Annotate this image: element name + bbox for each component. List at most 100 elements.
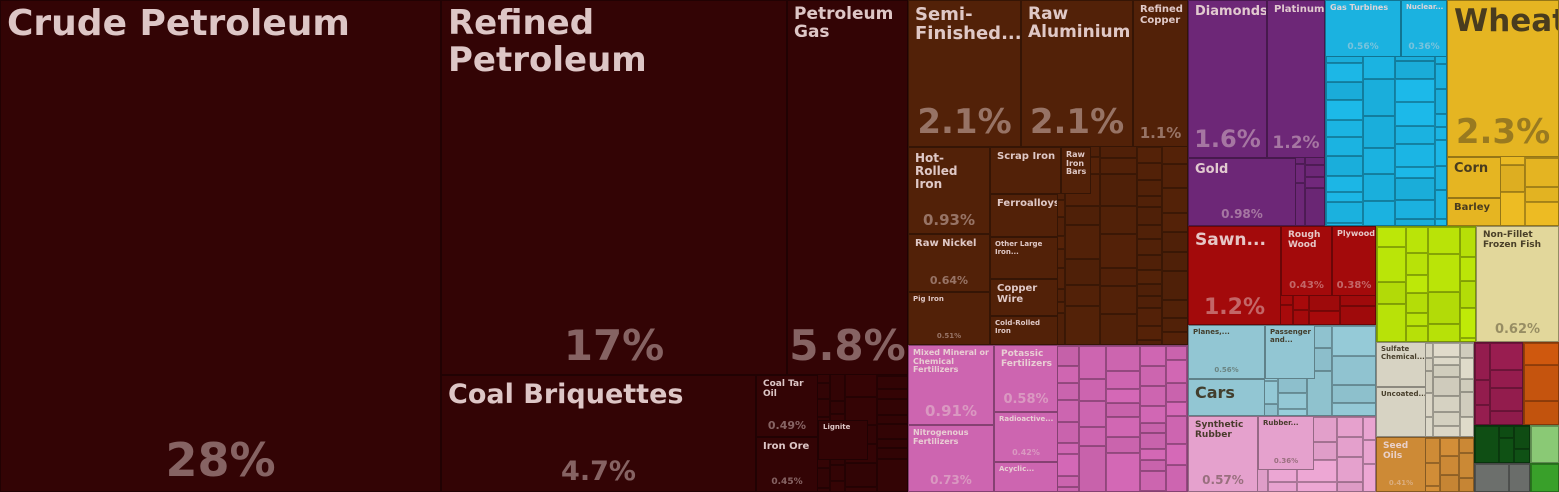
minor-item-block: [877, 424, 907, 439]
tile-value: 0.58%: [1003, 392, 1049, 407]
tile-corn[interactable]: Corn: [1447, 157, 1501, 198]
tile-label: Rough Wood: [1288, 230, 1321, 250]
tile-gas-turbines[interactable]: Gas Turbines 0.56%: [1325, 0, 1401, 57]
minor-item-block: [1162, 188, 1187, 213]
minor-item-block: [1137, 296, 1162, 308]
tile-coal-tar-oil[interactable]: Coal Tar Oil 0.49%: [756, 375, 818, 437]
tile-radioactive[interactable]: Radioactive... 0.42%: [994, 412, 1058, 462]
tile-nuclear[interactable]: Nuclear... 0.36%: [1401, 0, 1447, 57]
tile-non-fillet-frozen-fish[interactable]: Non-Fillet Frozen Fish 0.62%: [1476, 226, 1559, 342]
minor-item-block: [1524, 343, 1558, 365]
minor-item-block: [877, 448, 907, 459]
tile-value: 0.41%: [1388, 479, 1414, 487]
tile-iron-ore[interactable]: Iron Ore 0.45%: [756, 437, 818, 492]
tile-cold-rolled-iron[interactable]: Cold-Rolled Iron: [990, 316, 1058, 345]
tile-refined-copper[interactable]: Refined Copper 1.1%: [1133, 0, 1188, 147]
tile-sulfate-chemical[interactable]: Sulfate Chemical...: [1376, 342, 1426, 387]
minor-item-block: [1377, 304, 1406, 341]
minor-item-block: [1137, 196, 1162, 207]
tile-passenger-and[interactable]: Passenger and...: [1265, 325, 1315, 379]
tile-label: Lignite: [823, 423, 851, 431]
minor-item-block: [1305, 188, 1324, 225]
tile-seed-oils[interactable]: Seed Oils 0.41%: [1376, 437, 1426, 492]
tile-petroleum-gas[interactable]: Petroleum Gas 5.8%: [787, 0, 908, 375]
minor-item-block: [1100, 314, 1137, 344]
tile-pig-iron[interactable]: Pig Iron 0.51%: [908, 292, 990, 345]
minor-item-block: [1106, 453, 1140, 491]
tile-raw-nickel[interactable]: Raw Nickel 0.64%: [908, 234, 990, 292]
minor-item-block: [1100, 206, 1137, 234]
tile-value: 0.91%: [924, 402, 978, 420]
tile-value: 0.49%: [767, 419, 807, 432]
minor-item-block: [1363, 55, 1395, 79]
tile-synthetic-rubber[interactable]: Synthetic Rubber 0.57%: [1188, 416, 1258, 492]
minor-item-block: [1140, 366, 1166, 386]
tile-raw-aluminium[interactable]: Raw Aluminium 2.1%: [1021, 0, 1133, 147]
tile-rough-wood[interactable]: Rough Wood 0.43%: [1281, 226, 1332, 296]
minor-item-block: [1435, 190, 1446, 219]
minor-item-block: [1490, 411, 1522, 424]
minor-item-block: [1524, 401, 1558, 424]
tile-ferroalloys[interactable]: Ferroalloys: [990, 194, 1058, 237]
minor-item-block: [1065, 225, 1100, 259]
tile-label: Other Large Iron...: [995, 240, 1043, 256]
tile-label: Hot-Rolled Iron: [915, 151, 958, 191]
minor-item-block: [1395, 178, 1435, 200]
minor-item-block: [1459, 438, 1473, 453]
tile-wheat[interactable]: Wheat 2.3%: [1447, 0, 1559, 157]
tile-rubber[interactable]: Rubber... 0.36%: [1258, 416, 1314, 470]
tile-acyclic[interactable]: Acyclic...: [994, 462, 1058, 492]
minor-item-block: [1440, 475, 1459, 491]
tile-other-large-iron[interactable]: Other Large Iron...: [990, 237, 1058, 279]
minor-item-block: [1305, 165, 1324, 177]
tile-label: Uncoated...: [1381, 390, 1426, 398]
minor-item-block: [1433, 426, 1460, 436]
tile-mixed-mineral-or-chemical-fertilizers[interactable]: Mixed Mineral or Chemical Fertilizers 0.9…: [908, 345, 994, 425]
tile-label: Crude Petroleum: [7, 3, 350, 44]
minor-item-block: [1460, 358, 1473, 379]
minor-item-block: [1433, 377, 1460, 396]
minor-item-block: [1326, 120, 1363, 137]
tile-semi-finished[interactable]: Semi-Finished... 2.1%: [908, 0, 1021, 147]
tile-cars[interactable]: Cars: [1188, 379, 1265, 416]
tile-label: Coal Briquettes: [448, 379, 684, 410]
tile-coal-briquettes[interactable]: Coal Briquettes 4.7%: [441, 375, 756, 492]
tile-value: 0.64%: [929, 274, 969, 287]
tile-label: Diamonds: [1195, 4, 1267, 19]
tile-scrap-iron[interactable]: Scrap Iron: [990, 147, 1061, 194]
minor-item-block: [830, 465, 845, 481]
tile-hot-rolled-iron[interactable]: Hot-Rolled Iron 0.93%: [908, 147, 990, 234]
tile-value: 2.1%: [1029, 102, 1125, 142]
tile-copper-wire[interactable]: Copper Wire: [990, 279, 1058, 316]
minor-item-block: [1056, 400, 1079, 422]
minor-item-block: [1337, 457, 1363, 482]
tile-crude-petroleum[interactable]: Crude Petroleum 28%: [0, 0, 441, 492]
minor-item-block: [1363, 440, 1375, 464]
tile-raw-iron-bars[interactable]: Raw Iron Bars: [1061, 147, 1091, 194]
tile-refined-petroleum[interactable]: Refined Petroleum 17%: [441, 0, 787, 375]
tile-potassic-fertilizers[interactable]: Potassic Fertilizers 0.58%: [994, 345, 1058, 412]
tile-label: Plywood: [1337, 229, 1375, 238]
tile-platinum[interactable]: Platinum 1.2%: [1267, 0, 1325, 158]
tile-nitrogenous-fertilizers[interactable]: Nitrogenous Fertilizers 0.73%: [908, 425, 994, 492]
tile-uncoated[interactable]: Uncoated...: [1376, 387, 1426, 437]
tile-sawn[interactable]: Sawn... 1.2%: [1188, 226, 1281, 325]
minor-item-block: [1166, 346, 1187, 360]
tile-planes[interactable]: Planes,... 0.56%: [1188, 325, 1265, 379]
group-textiles-area: [1376, 226, 1476, 342]
tile-lignite[interactable]: Lignite: [818, 420, 868, 460]
minor-item-block: [1140, 386, 1166, 406]
minor-item-block: [1326, 176, 1363, 192]
minor-item-block: [1056, 487, 1079, 491]
tile-diamonds[interactable]: Diamonds 1.6%: [1188, 0, 1267, 158]
tile-gold[interactable]: Gold 0.98%: [1188, 158, 1296, 226]
minor-item-block: [1137, 207, 1162, 225]
tile-barley[interactable]: Barley: [1447, 198, 1501, 226]
minor-item-block: [1166, 465, 1187, 491]
minor-item-block: [1268, 482, 1297, 491]
tile-label: Corn: [1454, 161, 1489, 176]
minor-item-block: [1377, 227, 1406, 247]
tile-plywood[interactable]: Plywood 0.38%: [1332, 226, 1376, 296]
tile-value: 2.3%: [1455, 112, 1551, 152]
minor-item-block: [1056, 346, 1079, 366]
